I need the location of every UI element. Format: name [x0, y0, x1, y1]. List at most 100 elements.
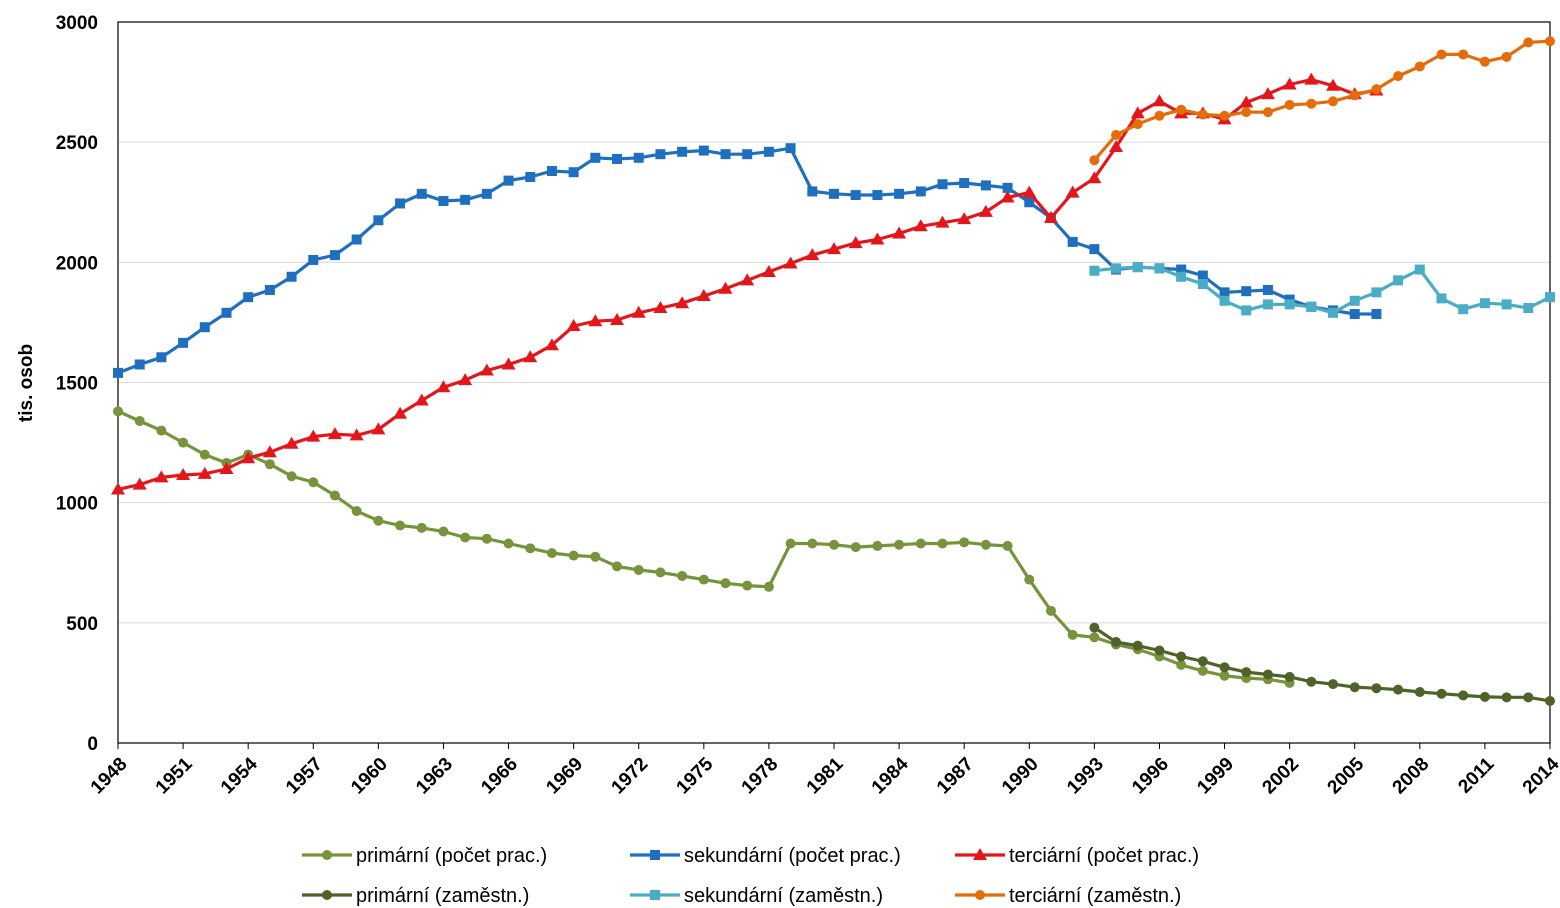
- data-point: [132, 477, 147, 490]
- data-point: [436, 380, 451, 393]
- y-tick-label: 500: [66, 614, 98, 635]
- data-point: [1393, 71, 1404, 82]
- data-point: [1132, 640, 1143, 651]
- data-point: [1109, 139, 1124, 152]
- data-point: [544, 338, 559, 351]
- data-point: [1176, 104, 1187, 115]
- data-point: [1393, 684, 1404, 695]
- data-point: [1197, 109, 1208, 120]
- data-point: [937, 538, 948, 549]
- data-point: [284, 436, 299, 449]
- legend-label: primární (zaměstn.): [356, 885, 529, 907]
- data-point: [1414, 264, 1425, 275]
- data-point: [308, 254, 319, 265]
- data-point: [1241, 305, 1252, 316]
- data-point: [590, 551, 601, 562]
- data-point: [870, 232, 885, 245]
- data-point: [306, 429, 321, 442]
- data-point: [677, 146, 688, 157]
- data-point: [1306, 98, 1317, 109]
- y-axis-title: tis. osob: [16, 344, 37, 422]
- data-point: [1349, 295, 1360, 306]
- data-point: [894, 539, 905, 550]
- data-point: [1197, 665, 1208, 676]
- series-group: [111, 36, 1555, 706]
- data-point: [872, 190, 883, 201]
- data-point: [696, 288, 711, 301]
- data-point: [1306, 676, 1317, 687]
- data-point: [481, 533, 492, 544]
- data-point: [481, 188, 492, 199]
- data-point: [395, 198, 406, 209]
- data-point: [1089, 632, 1100, 643]
- data-point: [1154, 263, 1165, 274]
- data-point: [1371, 309, 1382, 320]
- data-point: [1176, 264, 1187, 275]
- data-point: [655, 149, 666, 160]
- data-point: [850, 542, 861, 553]
- data-point: [1197, 270, 1208, 281]
- legend-label: terciární (počet prac.): [1009, 845, 1199, 867]
- data-point: [1154, 645, 1165, 656]
- data-point: [1328, 307, 1339, 318]
- data-point: [742, 580, 753, 591]
- legend-swatch-marker: [322, 890, 332, 900]
- data-point: [1371, 84, 1382, 95]
- data-point: [959, 178, 970, 189]
- data-point: [1176, 659, 1187, 670]
- data-point: [655, 567, 666, 578]
- data-point: [568, 167, 579, 178]
- data-point: [827, 242, 841, 255]
- data-point: [156, 425, 167, 436]
- data-point: [1328, 679, 1339, 690]
- data-point: [980, 539, 991, 550]
- data-point: [588, 314, 603, 327]
- data-point: [653, 300, 668, 313]
- data-point: [1304, 72, 1319, 85]
- data-point: [262, 445, 277, 458]
- data-point: [1067, 236, 1078, 247]
- data-point: [1111, 129, 1122, 140]
- data-point: [1043, 210, 1058, 223]
- data-point: [395, 520, 406, 531]
- data-point: [1436, 49, 1447, 60]
- y-tick-label: 2000: [56, 253, 98, 274]
- data-point: [373, 215, 384, 226]
- data-point: [113, 406, 123, 417]
- data-point: [1501, 299, 1512, 310]
- data-point: [241, 451, 256, 464]
- data-point: [1349, 309, 1360, 320]
- data-point: [349, 428, 364, 441]
- data-point: [1241, 286, 1252, 297]
- data-point: [393, 406, 408, 419]
- data-point: [134, 359, 145, 370]
- legend-item: sekundární (zaměstn.): [630, 885, 883, 907]
- legend-swatch-marker: [973, 848, 987, 860]
- y-tick-label: 1500: [56, 374, 98, 395]
- data-point: [219, 462, 234, 475]
- data-point: [892, 226, 907, 239]
- data-point: [243, 292, 254, 303]
- series-2: [111, 72, 1384, 495]
- data-point: [1458, 304, 1469, 315]
- data-point: [373, 515, 384, 526]
- legend-swatch-marker: [650, 850, 660, 860]
- data-point: [894, 188, 905, 199]
- data-point: [199, 322, 210, 333]
- data-point: [1176, 651, 1187, 662]
- data-point: [1262, 107, 1273, 118]
- data-point: [785, 538, 796, 549]
- data-point: [959, 537, 970, 548]
- data-point: [915, 186, 926, 197]
- data-point: [1326, 78, 1341, 91]
- data-point: [199, 449, 210, 460]
- data-point: [590, 152, 601, 163]
- data-point: [329, 490, 340, 501]
- data-point: [479, 363, 494, 376]
- data-point: [416, 522, 427, 533]
- data-point: [631, 305, 646, 318]
- data-point: [1002, 182, 1013, 193]
- data-point: [1479, 298, 1490, 309]
- data-point: [134, 415, 145, 426]
- data-point: [1176, 271, 1187, 282]
